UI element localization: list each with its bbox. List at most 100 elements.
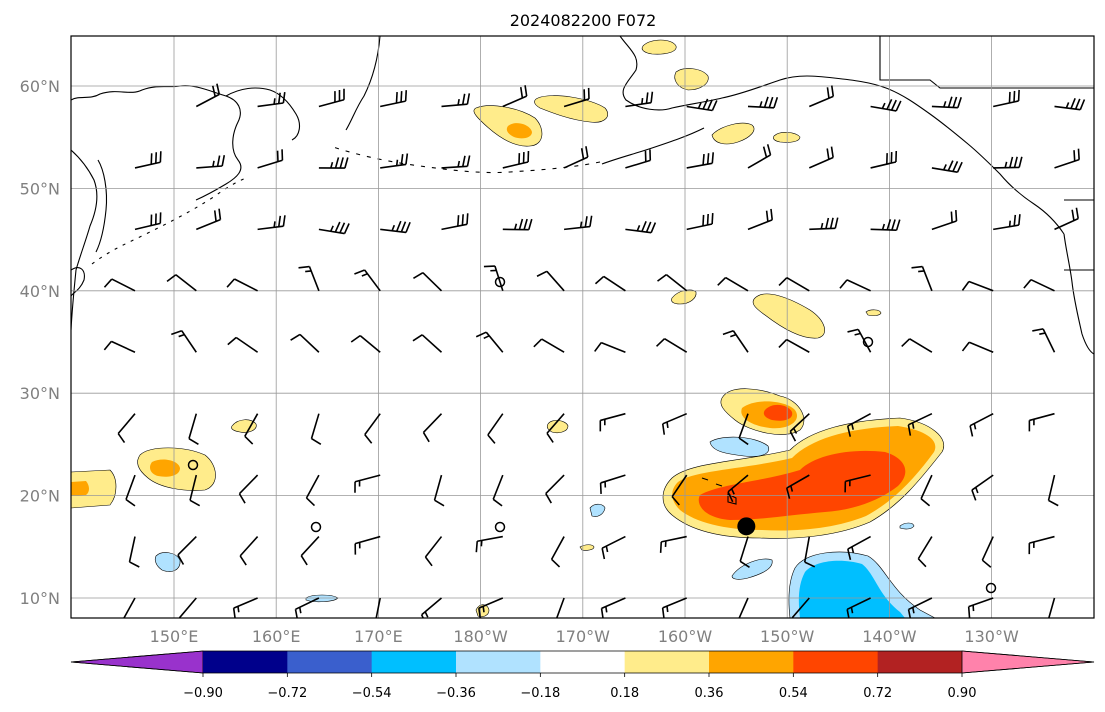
wind-barb xyxy=(1054,207,1079,231)
wind-barb xyxy=(318,88,345,108)
wind-barb xyxy=(981,536,994,568)
wind-barb xyxy=(422,413,443,443)
wind-barb xyxy=(625,221,657,234)
wind-barb xyxy=(844,474,871,493)
wind-barb xyxy=(594,275,626,292)
wind-barb xyxy=(545,474,565,504)
graticule xyxy=(71,36,1094,618)
longitude-labels: 150°E 160°E 170°E 180°W 170°W 160°W 150°W 140°W… xyxy=(150,627,1019,646)
wind-barb xyxy=(1023,278,1055,292)
latitude-label: 60°N xyxy=(20,77,60,96)
wind-barb xyxy=(847,328,872,353)
storm-center-marker xyxy=(737,517,756,536)
fill-light-yellow-58n xyxy=(534,95,609,123)
wind-barb xyxy=(413,271,443,292)
wind-barb xyxy=(305,474,320,507)
wind-barb xyxy=(594,341,626,353)
wind-barb xyxy=(103,340,136,353)
wind-barb xyxy=(380,153,409,169)
anomaly-fills xyxy=(71,39,944,618)
wind-barb xyxy=(123,597,136,618)
wind-barb xyxy=(789,413,810,442)
wind-barb xyxy=(791,597,810,618)
wind-barb xyxy=(993,156,1023,169)
wind-barb xyxy=(1054,98,1086,111)
wind-barb xyxy=(533,338,565,353)
wind-barb xyxy=(747,96,779,109)
wind-barb xyxy=(1028,535,1055,555)
wind-barb xyxy=(564,215,593,231)
wind-barb xyxy=(967,597,994,618)
wind-barb xyxy=(778,277,810,292)
latitude-label: 10°N xyxy=(20,589,60,608)
fill-light-yellow-15n xyxy=(579,544,595,551)
fill-light-yellow-west-edge xyxy=(71,469,117,509)
fill-light-yellow-55n-b xyxy=(711,122,755,145)
coastline-alaska-west xyxy=(345,36,381,131)
calm-marker xyxy=(494,276,506,288)
wind-barb xyxy=(354,269,381,292)
wind-barb xyxy=(655,338,688,353)
wind-barb xyxy=(686,98,718,112)
wind-barb xyxy=(717,276,749,292)
colorbar-level-label: −0.54 xyxy=(352,686,392,701)
latitude-label: 50°N xyxy=(20,179,60,198)
wind-barb xyxy=(238,474,259,504)
map-plot-area xyxy=(71,36,1094,618)
wind-barb xyxy=(563,146,589,169)
colorbar-bin xyxy=(793,651,879,673)
wind-barb xyxy=(661,597,688,618)
wind-barb xyxy=(441,213,469,231)
wind-barb xyxy=(785,474,810,499)
wind-barb xyxy=(226,278,258,292)
wind-barb xyxy=(846,412,871,437)
wind-barb xyxy=(686,152,715,169)
wind-barb xyxy=(492,474,504,507)
wind-barb xyxy=(294,597,320,618)
wind-barb xyxy=(546,413,565,443)
wind-barb xyxy=(239,536,259,566)
colorbar-bin xyxy=(624,651,710,673)
colorbar-bin xyxy=(456,651,541,673)
wind-barb xyxy=(870,150,898,169)
wind-barb xyxy=(870,98,902,112)
wind-barb xyxy=(380,90,408,108)
wind-barb xyxy=(931,210,958,231)
wind-barb xyxy=(969,412,994,437)
longitude-label: 140°W xyxy=(862,627,917,646)
fill-light-yellow-60n xyxy=(674,68,709,91)
border-canada-us xyxy=(1064,199,1094,271)
wind-barb xyxy=(803,536,816,568)
fill-light-yellow-28n-b xyxy=(231,419,257,433)
coastline-bc-us xyxy=(1063,233,1094,355)
wind-barb xyxy=(1028,412,1055,432)
wind-barb xyxy=(134,151,162,169)
fill-deep-sky-blue-southeast xyxy=(798,560,905,618)
wind-barb xyxy=(375,597,381,618)
fill-light-yellow-63n xyxy=(641,39,677,55)
longitude-label: 150°E xyxy=(150,627,199,646)
wind-barb xyxy=(117,413,136,444)
wind-barb xyxy=(993,214,1021,231)
wind-barb xyxy=(1054,148,1080,169)
wind-barb xyxy=(907,597,933,618)
coastline-hokkaido xyxy=(71,267,85,297)
wind-barb xyxy=(166,274,197,292)
wind-barb xyxy=(808,146,834,169)
wind-barb xyxy=(298,265,320,292)
map-title: 2024082200 F072 xyxy=(510,11,657,30)
coastline-alaska-peninsula xyxy=(601,127,705,165)
latitude-labels: 10°N 20°N 30°N 40°N 50°N 60°N xyxy=(20,77,60,608)
wind-barb xyxy=(599,412,626,432)
wind-barb xyxy=(625,91,654,108)
wind-barb xyxy=(555,597,565,618)
colorbar-extend-low xyxy=(70,650,204,674)
wind-barb xyxy=(599,474,626,494)
wind-barb xyxy=(354,474,381,493)
wind-barbs xyxy=(103,83,1086,618)
wind-barb xyxy=(310,413,322,446)
wind-barb xyxy=(300,536,320,566)
wind-barb xyxy=(227,336,259,353)
wind-barb xyxy=(290,333,320,353)
